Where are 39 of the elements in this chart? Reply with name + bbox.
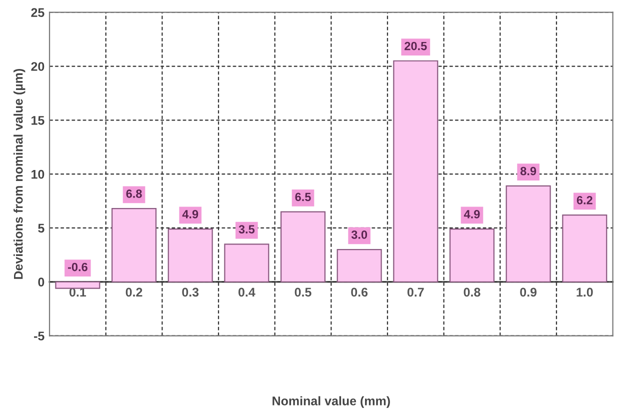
- bar: [55, 281, 100, 289]
- x-tick-label: 0.6: [351, 288, 368, 297]
- x-tick-label: 0.5: [294, 288, 312, 297]
- bar: [168, 228, 213, 282]
- bar: [224, 244, 270, 282]
- x-tick-label: 0.2: [126, 288, 142, 297]
- bar: [506, 185, 551, 282]
- x-tick-label: 0.8: [464, 288, 480, 297]
- data-label: 4.9: [182, 210, 198, 218]
- y-tick-label: 15: [32, 116, 44, 125]
- data-label: 6.8: [126, 190, 142, 198]
- bar: [449, 228, 495, 282]
- x-tick-label: 1.0: [576, 288, 593, 297]
- data-label: 6.2: [576, 196, 592, 204]
- x-tick-label: 0.3: [182, 288, 199, 297]
- x-tick-label: 0.4: [238, 288, 256, 297]
- bar: [336, 248, 382, 282]
- y-tick-label: 5: [38, 224, 44, 233]
- bar: [111, 208, 157, 282]
- data-label: -0.6: [68, 262, 88, 272]
- x-axis-title: Nominal value (mm): [272, 396, 390, 408]
- bar: [562, 214, 608, 282]
- y-tick-label: 10: [32, 170, 44, 179]
- data-label: 4.9: [464, 210, 480, 218]
- y-tick-label: 20: [31, 62, 44, 71]
- data-label: 8.9: [520, 166, 536, 176]
- data-label: 3.5: [238, 225, 255, 234]
- data-label: 20.5: [404, 42, 427, 50]
- bar: [393, 60, 438, 282]
- x-tick-label: 0.7: [407, 288, 424, 297]
- y-tick-label: 0: [38, 278, 44, 287]
- data-label: 6.5: [295, 192, 311, 202]
- data-label: 3.0: [351, 230, 368, 239]
- y-axis-title: Deviations from nominal value (µm): [14, 68, 26, 279]
- x-tick-label: 0.1: [69, 288, 86, 297]
- y-tick-label: -5: [34, 332, 44, 340]
- x-tick-label: 0.9: [520, 288, 537, 297]
- y-tick-label: 25: [31, 8, 44, 18]
- bar: [280, 211, 326, 282]
